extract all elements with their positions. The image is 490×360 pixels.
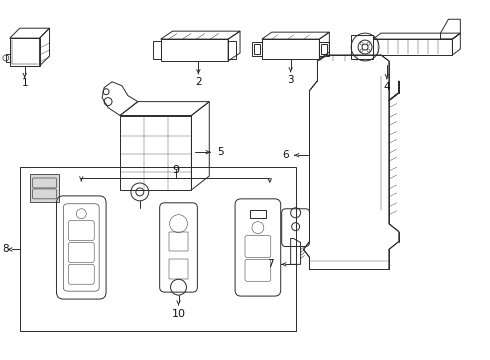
Text: 8: 8 (2, 244, 8, 255)
Text: 9: 9 (172, 165, 179, 175)
Text: 4: 4 (384, 82, 390, 92)
Text: 2: 2 (195, 77, 202, 87)
Text: 7: 7 (268, 259, 274, 269)
Text: 6: 6 (282, 150, 289, 160)
Bar (169, 231, 189, 251)
Text: 3: 3 (287, 75, 294, 85)
Bar (169, 260, 189, 279)
Text: 1: 1 (22, 78, 28, 88)
Text: 5: 5 (217, 147, 223, 157)
Bar (30, 174, 59, 202)
Text: 10: 10 (172, 309, 186, 319)
